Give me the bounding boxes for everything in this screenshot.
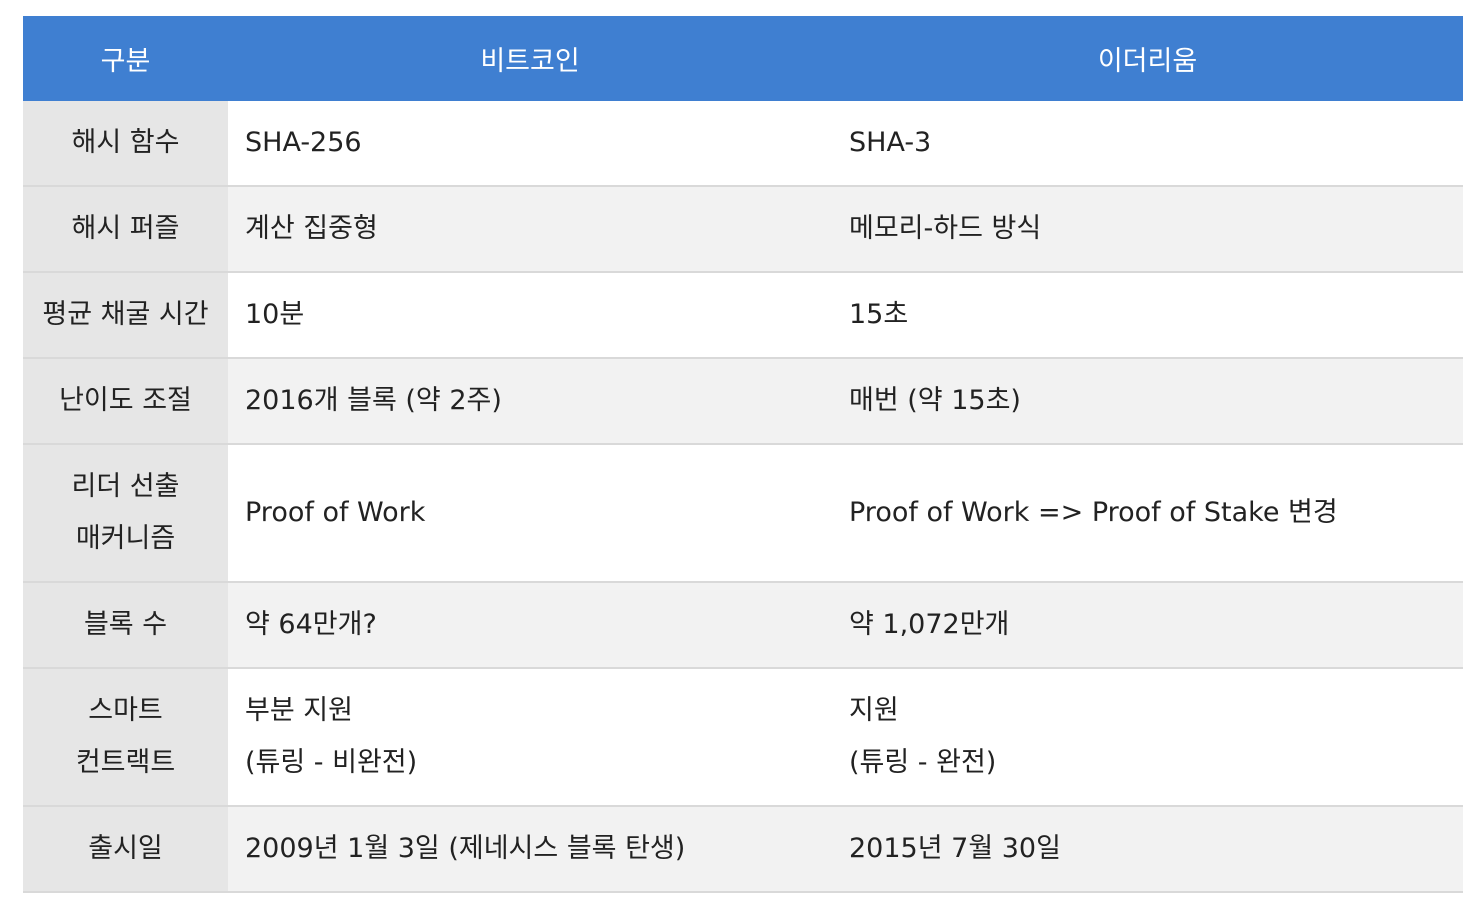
row-label: 해시 함수: [23, 101, 228, 187]
header-row: 구분 비트코인 이더리움: [23, 16, 1463, 101]
ethereum-value: SHA-3: [832, 101, 1463, 187]
ethereum-value: 약 1,072만개: [832, 582, 1463, 669]
bitcoin-value: 계산 집중형: [228, 186, 832, 273]
table-row-leader-election: 리더 선출 매커니즘 Proof of Work Proof of Work =…: [23, 444, 1463, 583]
row-label: 난이도 조절: [23, 358, 228, 445]
table-row-launch-date: 출시일 2009년 1월 3일 (제네시스 블록 탄생) 2015년 7월 30…: [23, 806, 1463, 893]
bitcoin-value: 약 64만개?: [228, 582, 832, 669]
header-category: 구분: [23, 16, 228, 101]
ethereum-value: 지원 (튜링 - 완전): [832, 668, 1463, 807]
ethereum-value: Proof of Work => Proof of Stake 변경: [832, 444, 1463, 583]
comparison-table-container: 구분 비트코인 이더리움 해시 함수 SHA-256 SHA-3 해시 퍼즐 계…: [23, 16, 1463, 893]
table-row-hash-function: 해시 함수 SHA-256 SHA-3: [23, 101, 1463, 187]
row-label: 평균 채굴 시간: [23, 272, 228, 359]
row-label: 리더 선출 매커니즘: [23, 444, 228, 583]
table-row-avg-mining-time: 평균 채굴 시간 10분 15초: [23, 272, 1463, 359]
table-row-difficulty-adjustment: 난이도 조절 2016개 블록 (약 2주) 매번 (약 15초): [23, 358, 1463, 445]
bitcoin-value: 부분 지원 (튜링 - 비완전): [228, 668, 832, 807]
bitcoin-value: 2016개 블록 (약 2주): [228, 358, 832, 445]
bitcoin-value: 10분: [228, 272, 832, 359]
table-row-smart-contract: 스마트 컨트랙트 부분 지원 (튜링 - 비완전) 지원 (튜링 - 완전): [23, 668, 1463, 807]
bitcoin-value: 2009년 1월 3일 (제네시스 블록 탄생): [228, 806, 832, 893]
row-label: 출시일: [23, 806, 228, 893]
table-row-block-count: 블록 수 약 64만개? 약 1,072만개: [23, 582, 1463, 669]
header-bitcoin: 비트코인: [228, 16, 832, 101]
ethereum-value: 15초: [832, 272, 1463, 359]
header-ethereum: 이더리움: [832, 16, 1463, 101]
bitcoin-ethereum-comparison-table: 구분 비트코인 이더리움 해시 함수 SHA-256 SHA-3 해시 퍼즐 계…: [23, 16, 1463, 893]
row-label: 블록 수: [23, 582, 228, 669]
ethereum-value: 메모리-하드 방식: [832, 186, 1463, 273]
table-body: 해시 함수 SHA-256 SHA-3 해시 퍼즐 계산 집중형 메모리-하드 …: [23, 101, 1463, 893]
row-label: 해시 퍼즐: [23, 186, 228, 273]
row-label: 스마트 컨트랙트: [23, 668, 228, 807]
ethereum-value: 2015년 7월 30일: [832, 806, 1463, 893]
ethereum-value: 매번 (약 15초): [832, 358, 1463, 445]
table-row-hash-puzzle: 해시 퍼즐 계산 집중형 메모리-하드 방식: [23, 186, 1463, 273]
bitcoin-value: Proof of Work: [228, 444, 832, 583]
table-header: 구분 비트코인 이더리움: [23, 16, 1463, 101]
bitcoin-value: SHA-256: [228, 101, 832, 187]
